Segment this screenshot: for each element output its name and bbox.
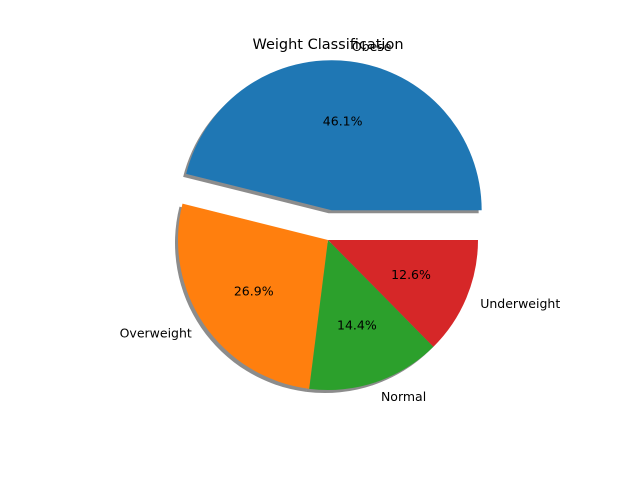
percent-label-normal: 14.4% (337, 318, 377, 333)
slice-normal (309, 240, 434, 390)
slice-underweight (328, 240, 478, 347)
slice-label-obese: Obese (352, 39, 392, 54)
slice-overweight (178, 203, 328, 389)
pie-slices (178, 60, 482, 390)
percent-labels: 46.1% 26.9% 14.4% 12.6% (234, 113, 431, 332)
chart-title: Weight Classification (252, 37, 403, 53)
slice-label-underweight: Underweight (480, 296, 560, 311)
slice-labels: Obese Overweight Normal Underweight (120, 39, 561, 404)
percent-label-underweight: 12.6% (391, 267, 431, 282)
slice-label-overweight: Overweight (120, 326, 192, 341)
slice-obese (186, 60, 482, 211)
percent-label-overweight: 26.9% (234, 283, 274, 298)
slice-label-normal: Normal (381, 389, 426, 404)
percent-label-obese: 46.1% (323, 113, 363, 128)
